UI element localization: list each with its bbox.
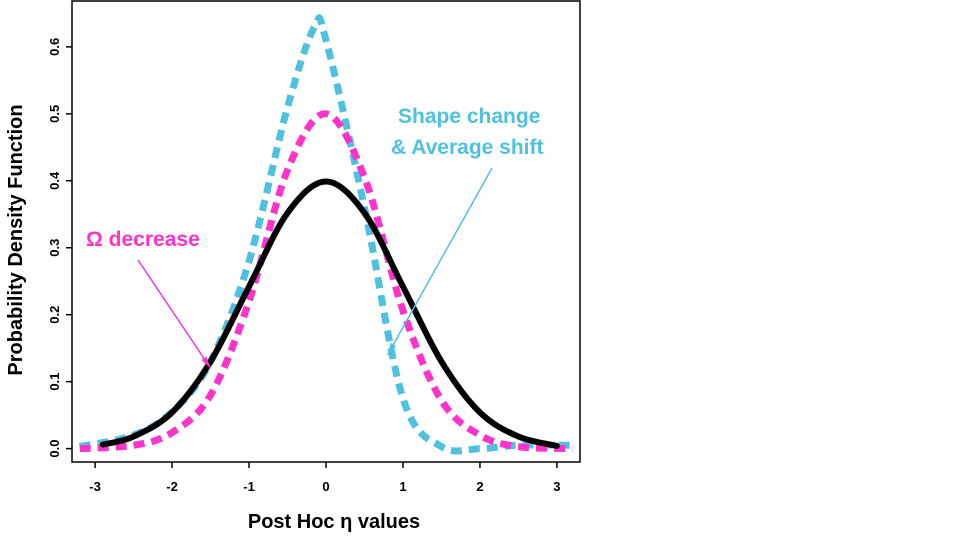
arrow-omega-shaft [137, 259, 212, 369]
y-tick-label: 0.5 [47, 105, 62, 123]
x-tick-label: 2 [476, 479, 483, 494]
x-tick-label: 1 [399, 479, 406, 494]
x-tick-label: -2 [166, 479, 178, 494]
arrow-shape-shaft [386, 167, 493, 356]
x-tick-label: -1 [243, 479, 255, 494]
x-tick-label: 3 [553, 479, 560, 494]
x-axis-title: Post Hoc η values [248, 511, 420, 533]
axes: -3 -2 -1 0 1 2 3 0.0 0.1 0.2 0.3 0.4 0.5 0.6 [47, 0, 581, 494]
plot-area [78, 14, 573, 455]
annotation-omega-decrease: Ω decrease [86, 228, 200, 251]
y-tick-label: 0.0 [47, 440, 62, 458]
y-axis-title: Probability Density Function [5, 104, 27, 375]
annotation-shape-change: Shape change [398, 105, 540, 128]
x-tick-label: -3 [89, 479, 101, 494]
y-tick-label: 0.3 [47, 239, 62, 257]
arrow-shape-head [387, 342, 397, 355]
annotation-average-shift: & Average shift [391, 136, 544, 159]
arrow-omega [137, 259, 212, 369]
y-tick-label: 0.1 [47, 373, 62, 391]
y-tick-label: 0.4 [47, 171, 62, 190]
annotations: Ω decrease Shape change & Average shift [86, 105, 544, 369]
arrow-omega-head [201, 356, 211, 369]
y-tick-label: 0.6 [47, 38, 62, 56]
x-tick-label: 0 [322, 479, 329, 494]
y-tick-label: 0.2 [47, 306, 62, 324]
series-line-1 [79, 110, 573, 453]
series-line-0 [99, 178, 560, 449]
arrow-shape [386, 167, 493, 356]
